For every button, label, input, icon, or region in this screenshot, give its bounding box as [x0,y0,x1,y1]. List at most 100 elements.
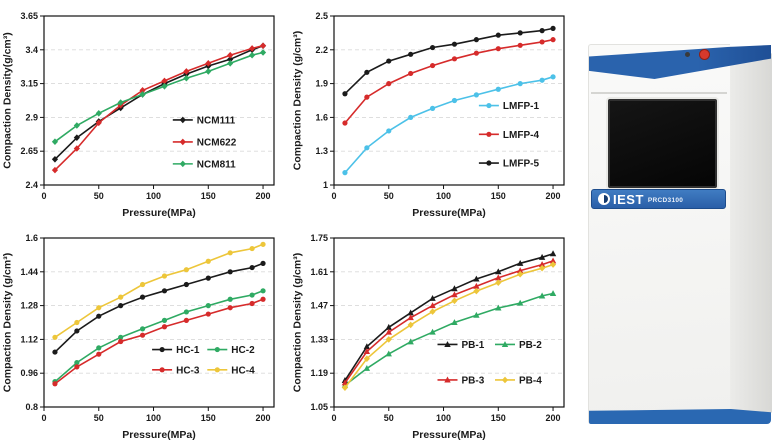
data-point-marker [260,288,266,294]
data-point-marker [183,281,189,288]
data-point-marker [495,279,502,286]
data-point-marker [451,291,458,298]
data-point-marker [260,296,266,302]
data-point-marker [52,334,58,340]
data-point-marker [538,292,546,299]
chart-svg-hc-compaction-density: 0.8 0.96 1.12 1.28 1.44 1.6 0 50 100 150 200 HC-1 HC… [2,233,275,441]
series-line-NCM811 [54,51,264,143]
device-photo-panel: IEST PRCD3100 [580,0,780,443]
prcd3100-device: IEST PRCD3100 [588,42,772,424]
y-tick-label: 2.9 [25,112,38,122]
data-point-marker [227,60,234,67]
legend-label-HC-3: HC-3 [176,365,200,376]
data-point-marker [429,62,436,69]
data-point-marker [429,105,436,111]
data-point-marker [451,41,458,47]
data-point-marker [214,346,220,353]
x-tick-label: 50 [384,191,394,201]
data-point-marker [139,281,146,288]
x-axis-label: Pressure(MPa) [412,429,486,441]
y-tick-label: 1.44 [20,267,38,277]
data-point-marker [342,120,348,126]
x-tick-label: 200 [256,191,271,201]
x-tick-label: 50 [384,413,394,423]
data-point-marker [205,68,212,75]
data-point-marker [179,116,186,124]
data-point-marker [495,86,501,92]
y-tick-label: 1.12 [20,334,38,344]
data-point-marker [364,94,370,100]
data-point-marker [549,250,557,257]
data-point-marker [451,97,458,104]
x-tick-label: 50 [94,413,104,423]
device-logo-strip: IEST PRCD3100 [591,189,726,209]
x-tick-label: 200 [256,413,271,423]
y-tick-label: 1 [323,180,328,190]
data-point-marker [364,69,370,75]
legend-label-PB-2: PB-2 [519,340,542,351]
data-point-marker [517,81,523,87]
data-point-marker [549,290,557,297]
data-point-marker [118,334,124,340]
data-point-marker [183,309,189,315]
data-point-marker [517,42,523,48]
x-tick-label: 100 [146,413,161,423]
series-line-PB-3 [344,260,554,384]
data-point-marker [227,296,233,302]
data-point-marker [473,50,479,56]
data-point-marker [96,313,102,319]
data-point-marker [249,264,255,271]
y-tick-label: 2.2 [315,45,328,55]
data-point-marker [539,77,545,83]
data-point-marker [139,91,146,98]
data-point-marker [183,74,190,82]
data-point-marker [385,328,392,335]
data-point-marker [259,42,267,50]
legend-label-NCM111: NCM111 [197,115,236,126]
legend-label-PB-3: PB-3 [462,375,485,386]
data-point-marker [183,317,189,323]
series-line-PB-4 [344,263,554,389]
y-axis-label: Compaction Density (g/cm³) [292,31,304,170]
plot-border [333,15,565,186]
data-point-marker [161,83,168,90]
legend-label-NCM811: NCM811 [197,159,236,170]
data-point-marker [486,131,492,137]
data-point-marker [249,292,255,298]
data-point-marker [74,328,80,334]
y-tick-label: 1.75 [310,233,328,243]
x-tick-label: 200 [546,413,561,423]
data-point-marker [73,145,80,152]
charts-grid: 2.4 2.65 2.9 3.15 3.4 3.65 0 50 100 150 200 NCM111 N… [0,0,580,441]
data-point-marker [408,70,414,77]
plot-border [43,237,275,408]
data-point-marker [451,319,458,325]
chart-lmfp: 1 1.3 1.6 1.9 2.2 2.5 0 50 100 150 200 LMFP-1 LMFP-4… [290,0,580,222]
data-point-marker [486,160,492,166]
data-point-marker [118,303,124,309]
data-point-marker [183,267,189,273]
data-point-marker [429,328,436,335]
data-point-marker [501,341,509,347]
legend-label-HC-4: HC-4 [231,365,255,376]
chart-ncm: 2.4 2.65 2.9 3.15 3.4 3.65 0 50 100 150 200 NCM111 N… [0,0,290,222]
data-point-marker [550,37,556,43]
y-tick-label: 3.4 [25,45,38,55]
x-tick-label: 100 [146,191,161,201]
data-point-marker [260,241,266,247]
data-point-marker [486,102,492,109]
data-point-marker [495,274,502,281]
data-point-marker [473,311,480,318]
data-point-marker [227,51,234,59]
data-point-marker [73,134,80,141]
data-point-marker [159,367,165,373]
data-point-marker [95,110,102,117]
data-point-marker [549,257,557,264]
data-point-marker [386,81,392,87]
x-axis-label: Pressure(MPa) [122,207,196,219]
data-point-marker [495,304,502,311]
y-tick-label: 1.61 [310,267,328,277]
data-point-marker [517,30,523,36]
device-screen [608,99,717,188]
y-tick-label: 2.4 [25,180,38,190]
